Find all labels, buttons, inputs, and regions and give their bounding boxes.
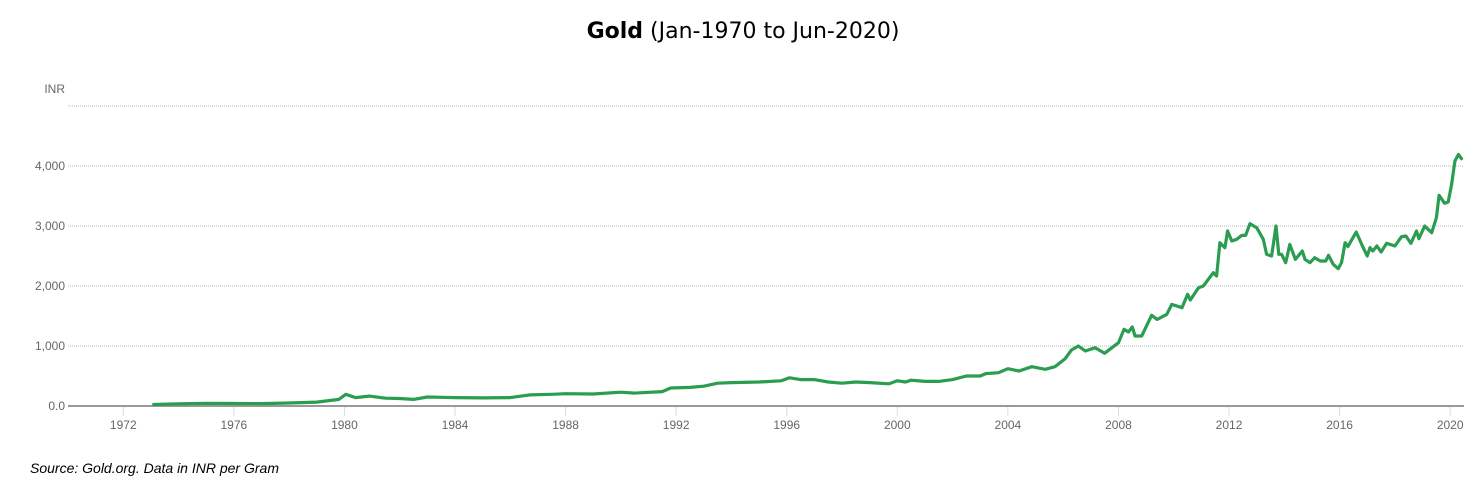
x-tick-label: 1984	[442, 418, 469, 432]
x-tick-label: 2012	[1216, 418, 1243, 432]
y-tick-label: 4,000	[35, 159, 65, 173]
x-tick-label: 1980	[331, 418, 358, 432]
x-tick-label: 1992	[663, 418, 690, 432]
y-tick-label: 3,000	[35, 219, 65, 233]
x-tick-label: 1996	[773, 418, 800, 432]
y-tick-label: 0.0	[48, 399, 65, 413]
chart-title-bold: Gold	[587, 19, 643, 44]
series-line-gold	[152, 152, 1464, 407]
y-tick-label: 1,000	[35, 339, 65, 353]
x-tick-label: 2000	[884, 418, 911, 432]
x-tick-label: 1976	[221, 418, 248, 432]
x-tick-label: 2016	[1326, 418, 1353, 432]
y-tick-label: 2,000	[35, 279, 65, 293]
x-tick-label: 1972	[110, 418, 137, 432]
source-note: Source: Gold.org. Data in INR per Gram	[30, 460, 279, 476]
x-tick-label: 1988	[552, 418, 579, 432]
x-tick-label: 2008	[1105, 418, 1132, 432]
chart-title: Gold (Jan-1970 to Jun-2020)	[587, 19, 900, 44]
y-axis-unit-label: INR	[44, 82, 65, 96]
x-tick-label: 2020	[1437, 418, 1464, 432]
x-tick-label: 2004	[995, 418, 1022, 432]
chart-title-range: (Jan-1970 to Jun-2020)	[643, 19, 899, 44]
